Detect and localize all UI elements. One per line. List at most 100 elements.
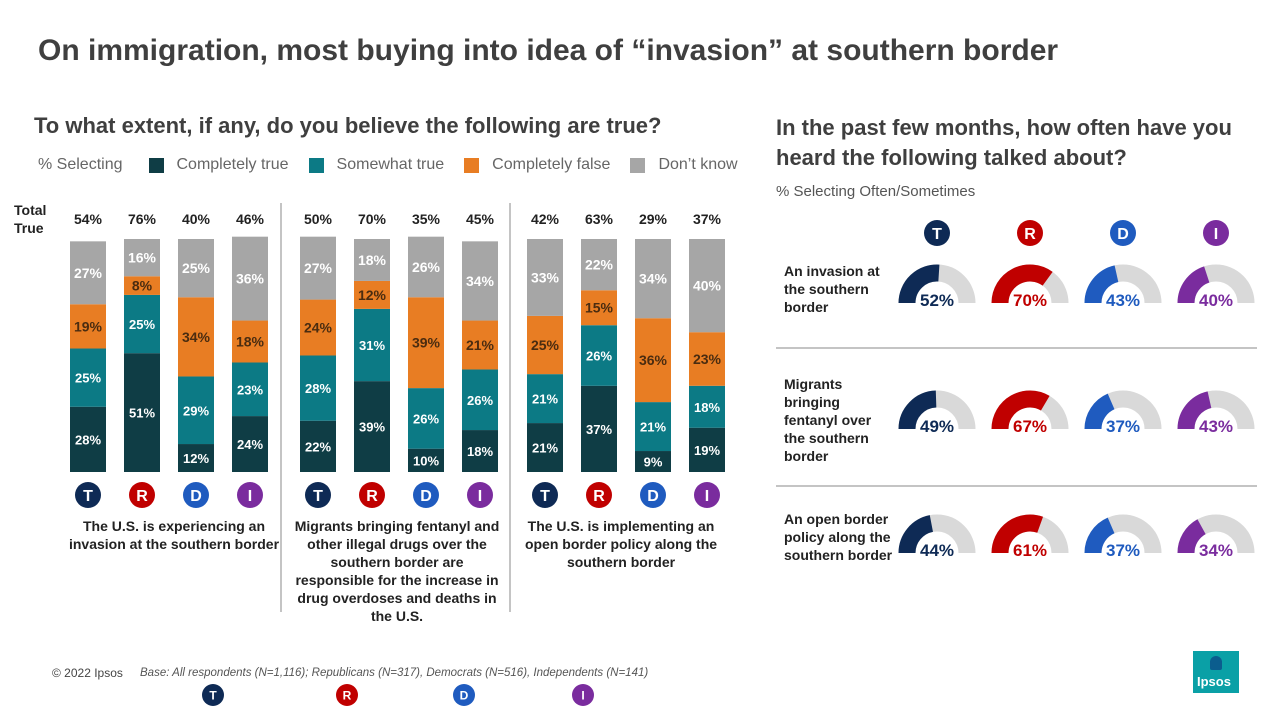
- gauge-header-badge-circle: [924, 220, 950, 246]
- bar-data-label: 51%: [129, 406, 155, 421]
- right-subtitle: % Selecting Often/Sometimes: [776, 183, 976, 200]
- statement-open-border: The U.S. is implementing an open border …: [524, 518, 718, 570]
- statement-fentanyl: Migrants bringing fentanyl and other ill…: [294, 518, 500, 624]
- total-true-value: 76%: [128, 211, 157, 227]
- left-question: To what extent, if any, do you believe t…: [34, 113, 662, 138]
- statement-invasion: The U.S. is experiencing an invasion at …: [68, 518, 280, 552]
- bar-data-label: 33%: [531, 269, 560, 285]
- footer-badge-circle: [202, 684, 224, 706]
- bar-segment: [581, 239, 617, 291]
- bar-data-label: 36%: [236, 271, 265, 287]
- bar-data-label: 27%: [74, 265, 103, 281]
- legend-swatch: [148, 157, 164, 173]
- gauge-value: 37%: [1106, 417, 1140, 436]
- bar-data-label: 18%: [467, 444, 493, 459]
- bar-category-badge-letter: R: [136, 488, 148, 505]
- bar-category-badge-circle: [586, 482, 612, 508]
- bar-data-label: 21%: [532, 392, 558, 407]
- gauge-fill: [1084, 517, 1115, 554]
- bar-data-label: 18%: [694, 400, 720, 415]
- legend-text: Don’t know: [658, 156, 738, 173]
- legend-completely-false: Completely false: [464, 156, 610, 174]
- legend-text: Completely false: [492, 156, 611, 173]
- gauge-header-badge-circle: [1203, 220, 1229, 246]
- bar-data-label: 34%: [182, 329, 211, 345]
- bar-data-label: 24%: [237, 437, 263, 452]
- bar-data-label: 25%: [75, 371, 101, 386]
- bar-segment: [354, 239, 390, 281]
- logo-mark: [1210, 656, 1222, 670]
- bar-data-label: 12%: [358, 287, 387, 303]
- bar-data-label: 34%: [639, 271, 668, 287]
- gauge-fill: [1084, 265, 1119, 304]
- total-true-value: 63%: [585, 211, 614, 227]
- bar-segment: [232, 362, 268, 417]
- bar-segment: [527, 239, 563, 316]
- gauge-fill: [898, 390, 937, 430]
- bar-segment: [462, 430, 498, 472]
- gauge-fill: [1177, 519, 1207, 554]
- bar-data-label: 39%: [359, 420, 385, 435]
- bar-segment: [232, 236, 268, 321]
- bar-data-label: 8%: [132, 278, 153, 294]
- bar-segment: [527, 423, 563, 472]
- bar-segment: [354, 381, 390, 472]
- bar-data-label: 26%: [413, 411, 439, 426]
- bar-category-badge-circle: [75, 482, 101, 508]
- gauge-header-badge-letter: D: [1117, 226, 1129, 243]
- bar-category-badge-circle: [305, 482, 331, 508]
- bar-segment: [527, 374, 563, 424]
- total-true-value: 70%: [358, 211, 387, 227]
- bar-segment: [300, 355, 336, 421]
- gauge-value: 52%: [920, 291, 954, 310]
- bar-segment: [581, 290, 617, 326]
- total-true-value: 50%: [304, 211, 333, 227]
- bar-segment: [178, 239, 214, 298]
- legend-swatch: [464, 157, 480, 173]
- gauge-fill: [1177, 391, 1212, 430]
- bar-segment: [178, 297, 214, 377]
- footer-badge-circle: [336, 684, 358, 706]
- bar-category-badge-circle: [640, 482, 666, 508]
- bar-category-badge-circle: [532, 482, 558, 508]
- gauge-value: 43%: [1106, 291, 1140, 310]
- footer-badge-letter: R: [343, 688, 352, 702]
- bar-category-badge-letter: D: [420, 488, 432, 505]
- bar-data-label: 28%: [305, 381, 331, 396]
- total-true-value: 54%: [74, 211, 103, 227]
- right-question: In the past few months, how often have y…: [776, 115, 1232, 170]
- bar-segment: [178, 444, 214, 472]
- footer-badge-circle: [572, 684, 594, 706]
- bar-segment: [408, 297, 444, 389]
- gauge-fill: [991, 264, 1053, 304]
- gauge-fill: [1084, 393, 1115, 430]
- bar-category-badge-letter: D: [190, 488, 202, 505]
- bar-category-badge-circle: [359, 482, 385, 508]
- bar-data-label: 31%: [359, 338, 385, 353]
- bar-data-label: 25%: [182, 260, 211, 276]
- bar-segment: [635, 239, 671, 319]
- gauge-value: 61%: [1013, 541, 1047, 560]
- bar-category-badge-letter: I: [705, 488, 709, 505]
- bar-segment: [462, 241, 498, 321]
- bar-category-badge-letter: D: [647, 488, 659, 505]
- gauge-header-badge-circle: [1017, 220, 1043, 246]
- gauge-value: 43%: [1199, 417, 1233, 436]
- bar-data-label: 21%: [532, 441, 558, 456]
- bar-segment: [232, 320, 268, 363]
- gauge-value: 40%: [1199, 291, 1233, 310]
- legend-swatch: [308, 157, 324, 173]
- bar-category-badge-circle: [467, 482, 493, 508]
- bar-data-label: 29%: [183, 403, 209, 418]
- row-label-open-border: An open border policy along the southern…: [784, 511, 893, 563]
- bar-data-label: 23%: [693, 351, 722, 367]
- bar-segment: [408, 236, 444, 298]
- total-true-value: 46%: [236, 211, 265, 227]
- bar-category-badge-letter: I: [478, 488, 482, 505]
- bar-data-label: 25%: [129, 317, 155, 332]
- bar-data-label: 26%: [467, 393, 493, 408]
- bar-segment: [635, 402, 671, 452]
- bar-category-badge-letter: R: [593, 488, 605, 505]
- bar-data-label: 37%: [586, 422, 612, 437]
